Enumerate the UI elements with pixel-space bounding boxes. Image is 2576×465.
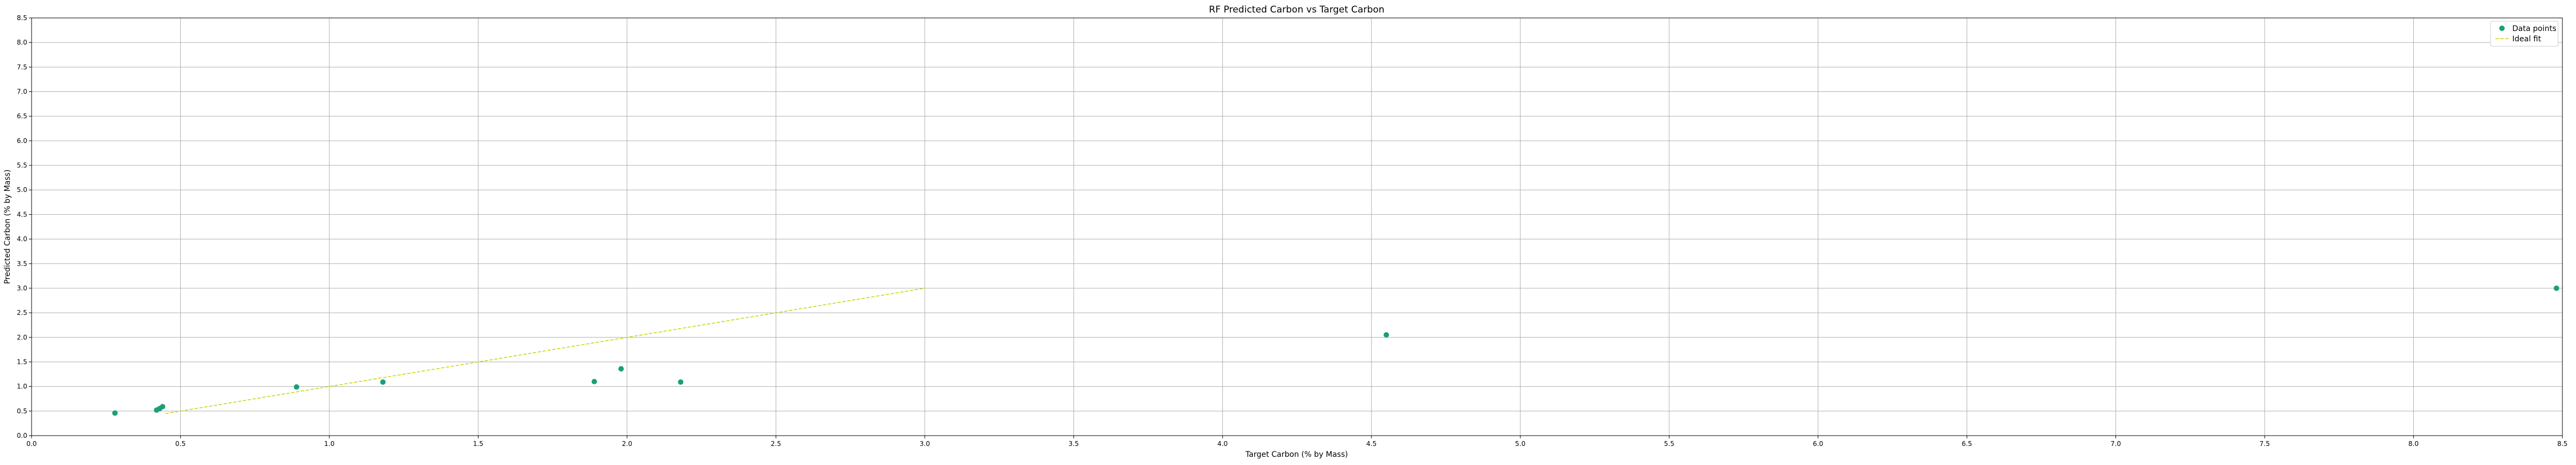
x-tick-label: 5.5 bbox=[1664, 440, 1675, 448]
x-tick-label: 1.0 bbox=[324, 440, 334, 448]
x-tick-label: 7.5 bbox=[2260, 440, 2270, 448]
x-axis-title: Target Carbon (% by Mass) bbox=[1245, 450, 1348, 459]
data-point bbox=[2554, 285, 2560, 291]
x-tick-label: 6.0 bbox=[1813, 440, 1823, 448]
x-tick-label: 4.5 bbox=[1366, 440, 1377, 448]
y-tick-label: 7.5 bbox=[17, 63, 27, 71]
x-tick-label: 1.5 bbox=[473, 440, 483, 448]
ideal-fit-line bbox=[165, 288, 925, 414]
y-tick-label: 4.0 bbox=[17, 235, 27, 243]
x-tick-label: 2.5 bbox=[771, 440, 781, 448]
legend-box bbox=[2490, 21, 2559, 47]
y-tick-label: 3.0 bbox=[17, 284, 27, 292]
plot-area bbox=[32, 18, 2562, 436]
x-tick-label: 2.0 bbox=[622, 440, 632, 448]
data-point bbox=[618, 366, 624, 372]
data-points bbox=[112, 285, 2560, 416]
x-tick-label: 8.0 bbox=[2408, 440, 2419, 448]
x-tick-label: 0.0 bbox=[26, 440, 36, 448]
plot-frame bbox=[31, 17, 2563, 436]
y-axis-ticks: 0.0 0.5 1.0 1.5 2.0 2.5 3.0 3.5 4.0 4.5 5.0 5.5 6.0 6… bbox=[17, 14, 32, 439]
y-tick-label: 5.5 bbox=[17, 162, 27, 169]
data-point bbox=[160, 404, 165, 410]
legend-label-ideal-fit: Ideal fit bbox=[2512, 35, 2541, 44]
y-tick-label: 0.5 bbox=[17, 407, 27, 415]
y-tick-label: 8.0 bbox=[17, 39, 27, 46]
x-axis-ticks: 0.0 0.5 1.0 1.5 2.0 2.5 3.0 3.5 4.0 4.5 5.0 5.5 6.0 6… bbox=[26, 436, 2568, 448]
x-tick-label: 7.0 bbox=[2111, 440, 2121, 448]
x-tick-label: 0.5 bbox=[175, 440, 186, 448]
data-point bbox=[1383, 332, 1389, 338]
legend-marker-data-points bbox=[2499, 26, 2505, 31]
y-axis-title: Predicted Carbon (% by Mass) bbox=[3, 170, 12, 284]
data-point bbox=[380, 379, 386, 385]
y-tick-label: 0.0 bbox=[17, 432, 27, 439]
y-tick-label: 2.0 bbox=[17, 333, 27, 341]
x-tick-label: 6.5 bbox=[1962, 440, 1972, 448]
data-point bbox=[112, 410, 118, 416]
x-tick-label: 3.5 bbox=[1069, 440, 1079, 448]
x-tick-label: 4.0 bbox=[1217, 440, 1228, 448]
legend-label-data-points: Data points bbox=[2512, 24, 2556, 33]
x-tick-label: 8.5 bbox=[2557, 440, 2567, 448]
ideal-fit-line-group bbox=[165, 288, 925, 414]
y-tick-label: 8.5 bbox=[17, 14, 27, 22]
x-tick-label: 5.0 bbox=[1515, 440, 1525, 448]
data-point bbox=[678, 379, 684, 385]
y-tick-label: 6.5 bbox=[17, 113, 27, 120]
y-tick-label: 1.5 bbox=[17, 358, 27, 365]
y-tick-label: 5.0 bbox=[17, 186, 27, 194]
data-point bbox=[293, 384, 299, 390]
data-point bbox=[591, 379, 597, 385]
legend: Data points Ideal fit bbox=[2490, 21, 2559, 47]
y-tick-label: 4.5 bbox=[17, 210, 27, 218]
y-tick-label: 2.5 bbox=[17, 309, 27, 317]
grid bbox=[31, 17, 2563, 436]
y-tick-label: 3.5 bbox=[17, 260, 27, 268]
y-tick-label: 6.0 bbox=[17, 137, 27, 145]
chart-title: RF Predicted Carbon vs Target Carbon bbox=[1209, 4, 1384, 15]
x-tick-label: 3.0 bbox=[919, 440, 930, 448]
y-tick-label: 7.0 bbox=[17, 88, 27, 96]
y-tick-label: 1.0 bbox=[17, 383, 27, 390]
